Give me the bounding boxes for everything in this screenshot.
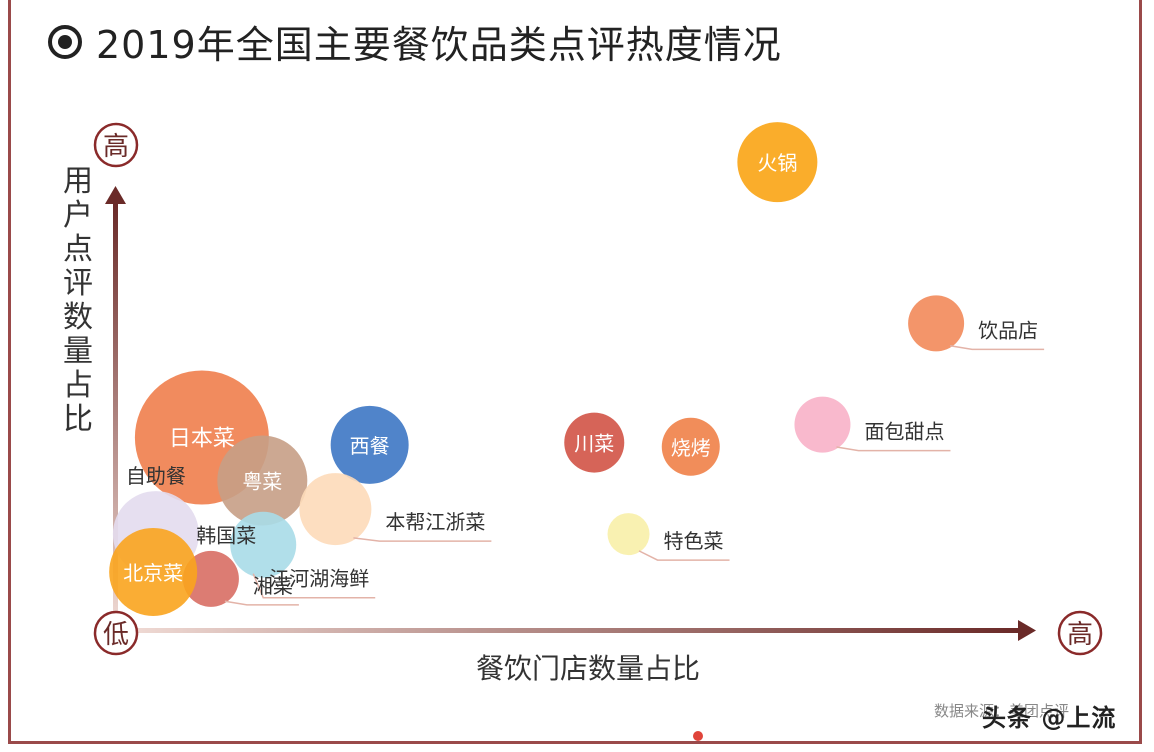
bubble-8: [217, 435, 308, 526]
radio-target-icon: [48, 24, 82, 59]
bubble-5: [607, 513, 650, 556]
bubble-9: [299, 473, 372, 546]
bubble-14: [109, 527, 198, 616]
bubble-label-6: 西餐: [350, 434, 390, 458]
chart-frame: [8, 0, 1142, 744]
bubble-label-0: 火锅: [757, 151, 797, 175]
bubble-0: [737, 122, 818, 203]
bubble-11: [230, 511, 297, 578]
bubble-6: [330, 405, 409, 484]
page-indicator-dot: [693, 731, 703, 741]
x-axis-line: [118, 628, 1020, 633]
bubble-2: [794, 396, 851, 453]
x-high-label: 高: [1067, 620, 1093, 650]
leader-line-9: [353, 537, 492, 542]
leader-line-13: [224, 600, 299, 606]
bubble-label-9: 本帮江浙菜: [385, 510, 485, 534]
origin-badge: 低: [93, 610, 139, 656]
bubble-label-4: 烧烤: [671, 436, 711, 460]
bubble-13: [182, 550, 239, 607]
bubble-label-12: 江河湖海鲜: [269, 567, 369, 591]
bubble-label-2: 面包甜点: [864, 420, 944, 444]
leader-line-12: [252, 573, 376, 599]
bubble-label-10: 自助餐: [126, 464, 186, 488]
data-source: 数据来源：美团点评: [934, 702, 1070, 720]
bubble-4: [661, 417, 720, 476]
y-axis-arrow: [105, 186, 126, 204]
leader-line-1: [949, 345, 1045, 351]
leader-line-2: [836, 446, 951, 452]
bubble-1: [908, 295, 965, 352]
bubble-label-1: 饮品店: [978, 318, 1038, 342]
bubble-label-13: 湘菜: [253, 574, 293, 598]
x-axis-label: 餐饮门店数量占比: [476, 652, 700, 685]
y-high-label: 高: [103, 132, 129, 162]
bubble-label-7: 日本菜: [169, 427, 235, 452]
bubble-label-3: 川菜: [574, 432, 614, 456]
bubble-3: [564, 412, 625, 473]
x-axis-arrow: [1018, 620, 1036, 641]
watermark: 头条 @上流: [982, 704, 1117, 732]
x-high-badge: 高: [1057, 610, 1103, 656]
origin-label: 低: [103, 620, 129, 650]
bubble-label-11: 韩国菜: [196, 524, 256, 548]
y-axis-label: 用户点评数量占比: [63, 164, 93, 437]
title-block: 2019年全国主要餐饮品类点评热度情况: [48, 14, 782, 69]
bubble-label-8: 粤菜: [242, 469, 282, 493]
bubble-layer: [109, 122, 965, 616]
chart-title: 2019年全国主要餐饮品类点评热度情况: [96, 23, 782, 67]
leader-line-5: [638, 550, 730, 561]
bubble-label-14: 北京菜: [123, 561, 183, 585]
y-axis-line: [113, 202, 118, 630]
y-high-badge: 高: [93, 122, 139, 168]
bubble-label-5: 特色菜: [664, 529, 724, 553]
